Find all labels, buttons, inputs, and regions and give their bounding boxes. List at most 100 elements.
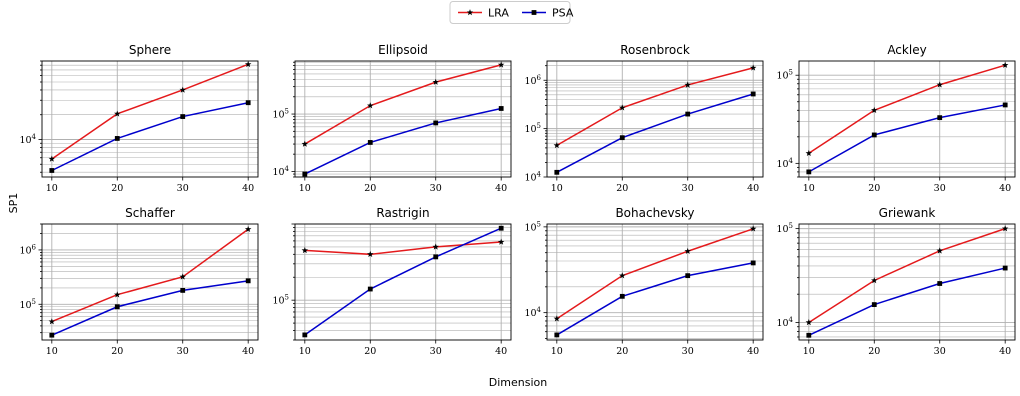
data-point-psa (806, 332, 812, 338)
x-tick-label: 10 (299, 183, 311, 194)
data-point-psa (49, 332, 55, 338)
series-line-lra (304, 241, 502, 256)
x-tick-label: 20 (868, 346, 880, 357)
subplot-rastrigin: 10 20 30 40 105 Rastrigin (272, 206, 512, 357)
data-point-lra (432, 243, 439, 250)
y-tick-label: 105 (272, 108, 289, 121)
series-line-lra (304, 64, 502, 145)
data-point-lra (497, 238, 505, 245)
subplot-title: Rastrigin (376, 206, 429, 220)
y-tick-label: 106 (524, 74, 541, 87)
subplot-title: Griewank (879, 206, 936, 220)
data-point-lra (553, 315, 561, 322)
series-line-lra (556, 228, 754, 320)
data-point-lra (48, 318, 56, 325)
data-point-psa (498, 106, 504, 111)
data-point-psa (245, 278, 251, 284)
x-tick-label: 10 (551, 346, 563, 357)
x-tick-label: 30 (934, 183, 946, 194)
legend-label-lra: LRA (488, 7, 509, 20)
data-point-psa (554, 169, 560, 175)
x-tick-label: 10 (46, 183, 58, 194)
data-point-psa (433, 254, 439, 260)
data-point-lra (301, 140, 309, 147)
data-point-psa (433, 120, 439, 126)
x-tick-label: 40 (495, 346, 507, 357)
x-tick-label: 10 (803, 346, 815, 357)
data-point-psa (302, 171, 308, 177)
data-point-lra (749, 64, 757, 71)
series-line-lra (556, 67, 754, 147)
x-tick-label: 10 (803, 183, 815, 194)
legend-marker-lra (466, 9, 474, 16)
data-point-psa (367, 286, 373, 292)
x-tick-label: 40 (242, 183, 254, 194)
series-line-psa (808, 104, 1006, 173)
data-point-lra (301, 247, 309, 254)
y-axis-label: SP1 (7, 193, 20, 214)
x-tick-label: 20 (364, 346, 376, 357)
subplot-title: Schaffer (125, 206, 175, 220)
y-tick-label: 106 (19, 243, 36, 256)
data-point-psa (302, 332, 308, 338)
subplot-grid: 10 20 30 40 104 Sphere 10 20 30 40 104 105 Ellipsoid… (19, 43, 1016, 357)
axes-frame (546, 60, 764, 178)
data-point-psa (685, 111, 691, 117)
y-tick-label: 104 (776, 316, 793, 329)
data-point-lra (684, 81, 691, 88)
data-point-psa (1002, 265, 1008, 271)
axes-frame (41, 60, 259, 178)
y-tick-label: 105 (776, 69, 793, 82)
x-tick-label: 40 (999, 346, 1011, 357)
data-point-lra (871, 106, 878, 114)
subplot-title: Bohachevsky (615, 206, 694, 220)
series-line-lra (51, 228, 249, 323)
x-tick-label: 10 (551, 183, 563, 194)
y-tick-label: 105 (272, 294, 289, 307)
data-point-psa (937, 281, 943, 286)
gridlines (795, 61, 1015, 181)
subplot-title: Rosenbrock (620, 43, 690, 57)
data-point-psa (245, 100, 251, 106)
data-point-lra (367, 102, 374, 109)
y-tick-label: 105 (524, 122, 541, 135)
x-tick-label: 30 (934, 346, 946, 357)
axes-frame (546, 223, 764, 341)
x-tick-label: 30 (177, 346, 189, 357)
data-point-psa (619, 293, 625, 299)
x-tick-label: 20 (616, 183, 628, 194)
series-line-psa (304, 227, 502, 336)
subplot-ackley: 10 20 30 40 104 105 Ackley (776, 43, 1016, 194)
data-point-psa (619, 135, 625, 141)
subplot-ellipsoid: 10 20 30 40 104 105 Ellipsoid (272, 43, 512, 194)
data-point-lra (553, 142, 561, 149)
y-tick-label: 105 (776, 222, 793, 235)
data-point-lra (48, 155, 56, 162)
x-tick-label: 30 (177, 183, 189, 194)
data-point-psa (937, 115, 943, 121)
data-point-psa (685, 273, 691, 279)
data-point-lra (1001, 61, 1009, 68)
data-point-lra (684, 247, 691, 254)
data-point-psa (114, 304, 120, 310)
gridlines (38, 223, 258, 344)
x-tick-label: 20 (111, 346, 123, 357)
gridlines (543, 224, 763, 344)
legend-label-psa: PSA (552, 7, 574, 20)
x-tick-label: 30 (682, 346, 694, 357)
data-point-lra (179, 273, 186, 280)
legend: LRA PSA (449, 1, 574, 24)
subplot-title: Ackley (887, 43, 926, 57)
data-point-psa (750, 260, 756, 266)
legend-frame (449, 1, 571, 24)
x-tick-label: 40 (242, 346, 254, 357)
x-tick-label: 40 (999, 183, 1011, 194)
x-tick-label: 20 (111, 183, 123, 194)
data-point-lra (619, 272, 626, 279)
data-point-lra (936, 247, 943, 254)
data-point-lra (936, 81, 943, 88)
series-line-psa (51, 280, 249, 336)
x-tick-label: 40 (495, 183, 507, 194)
y-tick-label: 104 (272, 165, 289, 178)
